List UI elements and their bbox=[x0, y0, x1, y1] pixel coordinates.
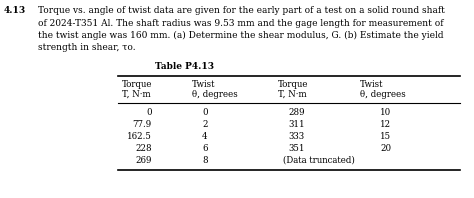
Text: 351: 351 bbox=[288, 144, 304, 153]
Text: 10: 10 bbox=[380, 108, 391, 117]
Text: T, N·m: T, N·m bbox=[278, 90, 307, 99]
Text: 20: 20 bbox=[380, 144, 391, 153]
Text: strength in shear, τo.: strength in shear, τo. bbox=[38, 44, 136, 52]
Text: Torque vs. angle of twist data are given for the early part of a test on a solid: Torque vs. angle of twist data are given… bbox=[38, 6, 445, 15]
Text: 0: 0 bbox=[202, 108, 208, 117]
Text: 12: 12 bbox=[380, 120, 391, 129]
Text: 269: 269 bbox=[136, 156, 152, 165]
Text: 8: 8 bbox=[202, 156, 208, 165]
Text: 6: 6 bbox=[202, 144, 208, 153]
Text: Torque: Torque bbox=[278, 80, 309, 89]
Text: 4: 4 bbox=[202, 132, 208, 141]
Text: Table P4.13: Table P4.13 bbox=[155, 62, 214, 71]
Text: Torque: Torque bbox=[122, 80, 153, 89]
Text: Twist: Twist bbox=[192, 80, 216, 89]
Text: 333: 333 bbox=[288, 132, 304, 141]
Text: of 2024-T351 Al. The shaft radius was 9.53 mm and the gage length for measuremen: of 2024-T351 Al. The shaft radius was 9.… bbox=[38, 18, 444, 28]
Text: Twist: Twist bbox=[360, 80, 383, 89]
Text: 162.5: 162.5 bbox=[127, 132, 152, 141]
Text: the twist angle was 160 mm. (a) Determine the shear modulus, G. (b) Estimate the: the twist angle was 160 mm. (a) Determin… bbox=[38, 31, 444, 40]
Text: 77.9: 77.9 bbox=[133, 120, 152, 129]
Text: 15: 15 bbox=[380, 132, 391, 141]
Text: 2: 2 bbox=[202, 120, 208, 129]
Text: 0: 0 bbox=[146, 108, 152, 117]
Text: 4.13: 4.13 bbox=[4, 6, 26, 15]
Text: 311: 311 bbox=[288, 120, 305, 129]
Text: θ, degrees: θ, degrees bbox=[192, 90, 238, 99]
Text: T, N·m: T, N·m bbox=[122, 90, 151, 99]
Text: θ, degrees: θ, degrees bbox=[360, 90, 406, 99]
Text: 289: 289 bbox=[288, 108, 305, 117]
Text: 228: 228 bbox=[136, 144, 152, 153]
Text: (Data truncated): (Data truncated) bbox=[283, 156, 355, 165]
